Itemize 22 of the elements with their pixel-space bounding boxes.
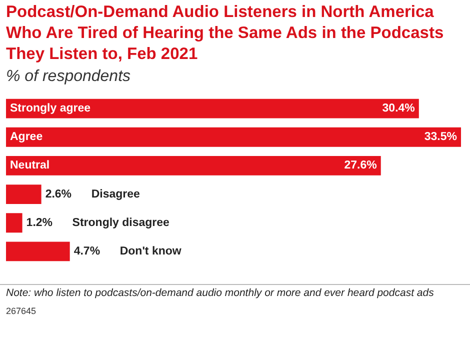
data-label: 4.7% [74,245,100,258]
y-tick-label: Strongly agree [10,102,91,115]
bar [6,242,70,262]
data-label: 33.5% [424,131,457,144]
bar [6,213,22,233]
data-label: 2.6% [45,188,72,200]
chart-subtitle: % of respondents [5,67,132,87]
y-tick-label: Strongly disagree [72,216,170,229]
bar [6,156,381,176]
y-tick-label: Neutral [10,160,50,172]
y-tick-label: Agree [10,131,43,144]
bar [6,184,42,204]
data-label: 1.2% [26,216,53,229]
data-label: 30.4% [382,102,415,115]
bar [6,98,419,118]
data-label: 27.6% [344,160,377,172]
text: Note: who listen to podcasts/on-demand audio monthly or more and ever heard podcast ads [0,284,470,302]
bar [6,127,461,147]
chart-title: Podcast/On-Demand Audio Listeners in North America Who Are Tired of Hearing the Same Ads in the Podcasts They Listen to, Feb 2021 [5,2,445,65]
y-tick-label: Disagree [91,188,140,200]
text: 267645 [5,305,38,318]
y-tick-label: Don't know [120,245,182,258]
